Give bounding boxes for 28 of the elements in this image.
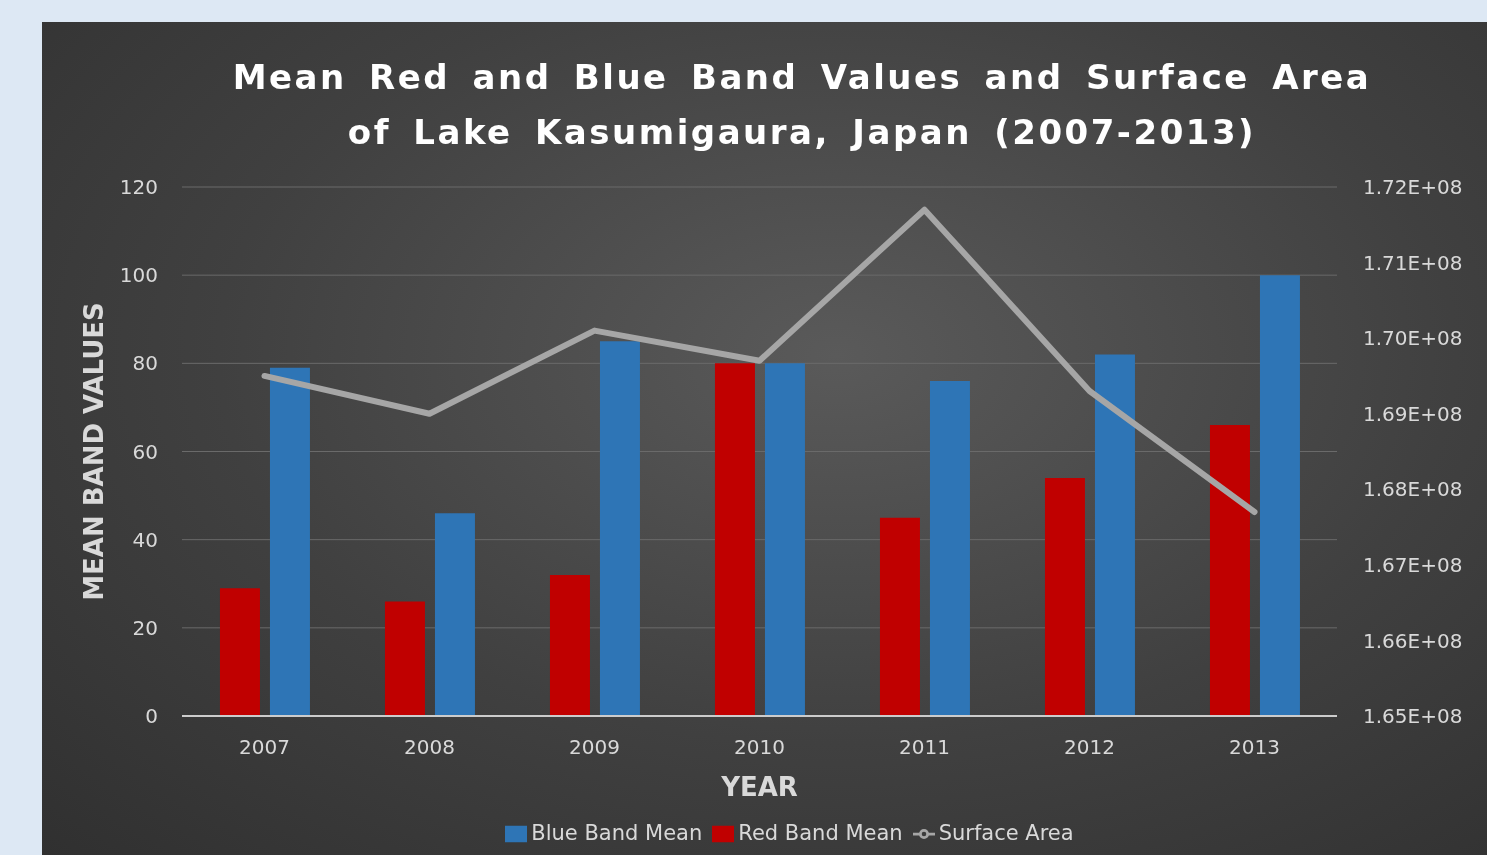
y2-tick-label: 1.71E+08	[1363, 250, 1463, 275]
legend-label: Blue Band Mean	[531, 821, 703, 845]
legend-label: Surface Area	[938, 821, 1074, 845]
y2-tick-label: 1.72E+08	[1363, 175, 1463, 200]
x-axis-title: YEAR	[720, 772, 798, 803]
x-tick-label: 2013	[1229, 735, 1280, 760]
y-tick-label: 40	[132, 527, 158, 552]
x-tick-label: 2009	[569, 735, 620, 760]
y-tick-label: 60	[132, 439, 158, 464]
y2-tick-label: 1.69E+08	[1363, 401, 1463, 426]
y-tick-label: 80	[132, 351, 158, 376]
y-axis-title: MEAN BAND VALUES	[79, 302, 110, 601]
y2-tick-label: 1.66E+08	[1363, 628, 1463, 653]
y2-tick-label: 1.68E+08	[1363, 477, 1463, 502]
y2-tick-label: 1.70E+08	[1363, 326, 1463, 351]
legend-label: Red Band Mean	[738, 821, 903, 845]
y-tick-label: 100	[119, 263, 158, 288]
x-tick-label: 2012	[1064, 735, 1115, 760]
chart-title: Mean Red and Blue Band Values and Surface Area of Lake Kasumigaura, Japan (2007-2013)	[231, 56, 1373, 154]
y-tick-label: 120	[119, 175, 158, 200]
y2-tick-label: 1.67E+08	[1363, 552, 1463, 577]
y-tick-label: 20	[132, 615, 158, 640]
x-tick-label: 2008	[404, 735, 455, 760]
x-tick-label: 2010	[734, 735, 785, 760]
x-tick-label: 2011	[899, 735, 950, 760]
y-tick-label: 0	[145, 704, 158, 729]
y2-tick-label: 1.65E+08	[1363, 704, 1463, 729]
x-tick-label: 2007	[239, 735, 290, 760]
